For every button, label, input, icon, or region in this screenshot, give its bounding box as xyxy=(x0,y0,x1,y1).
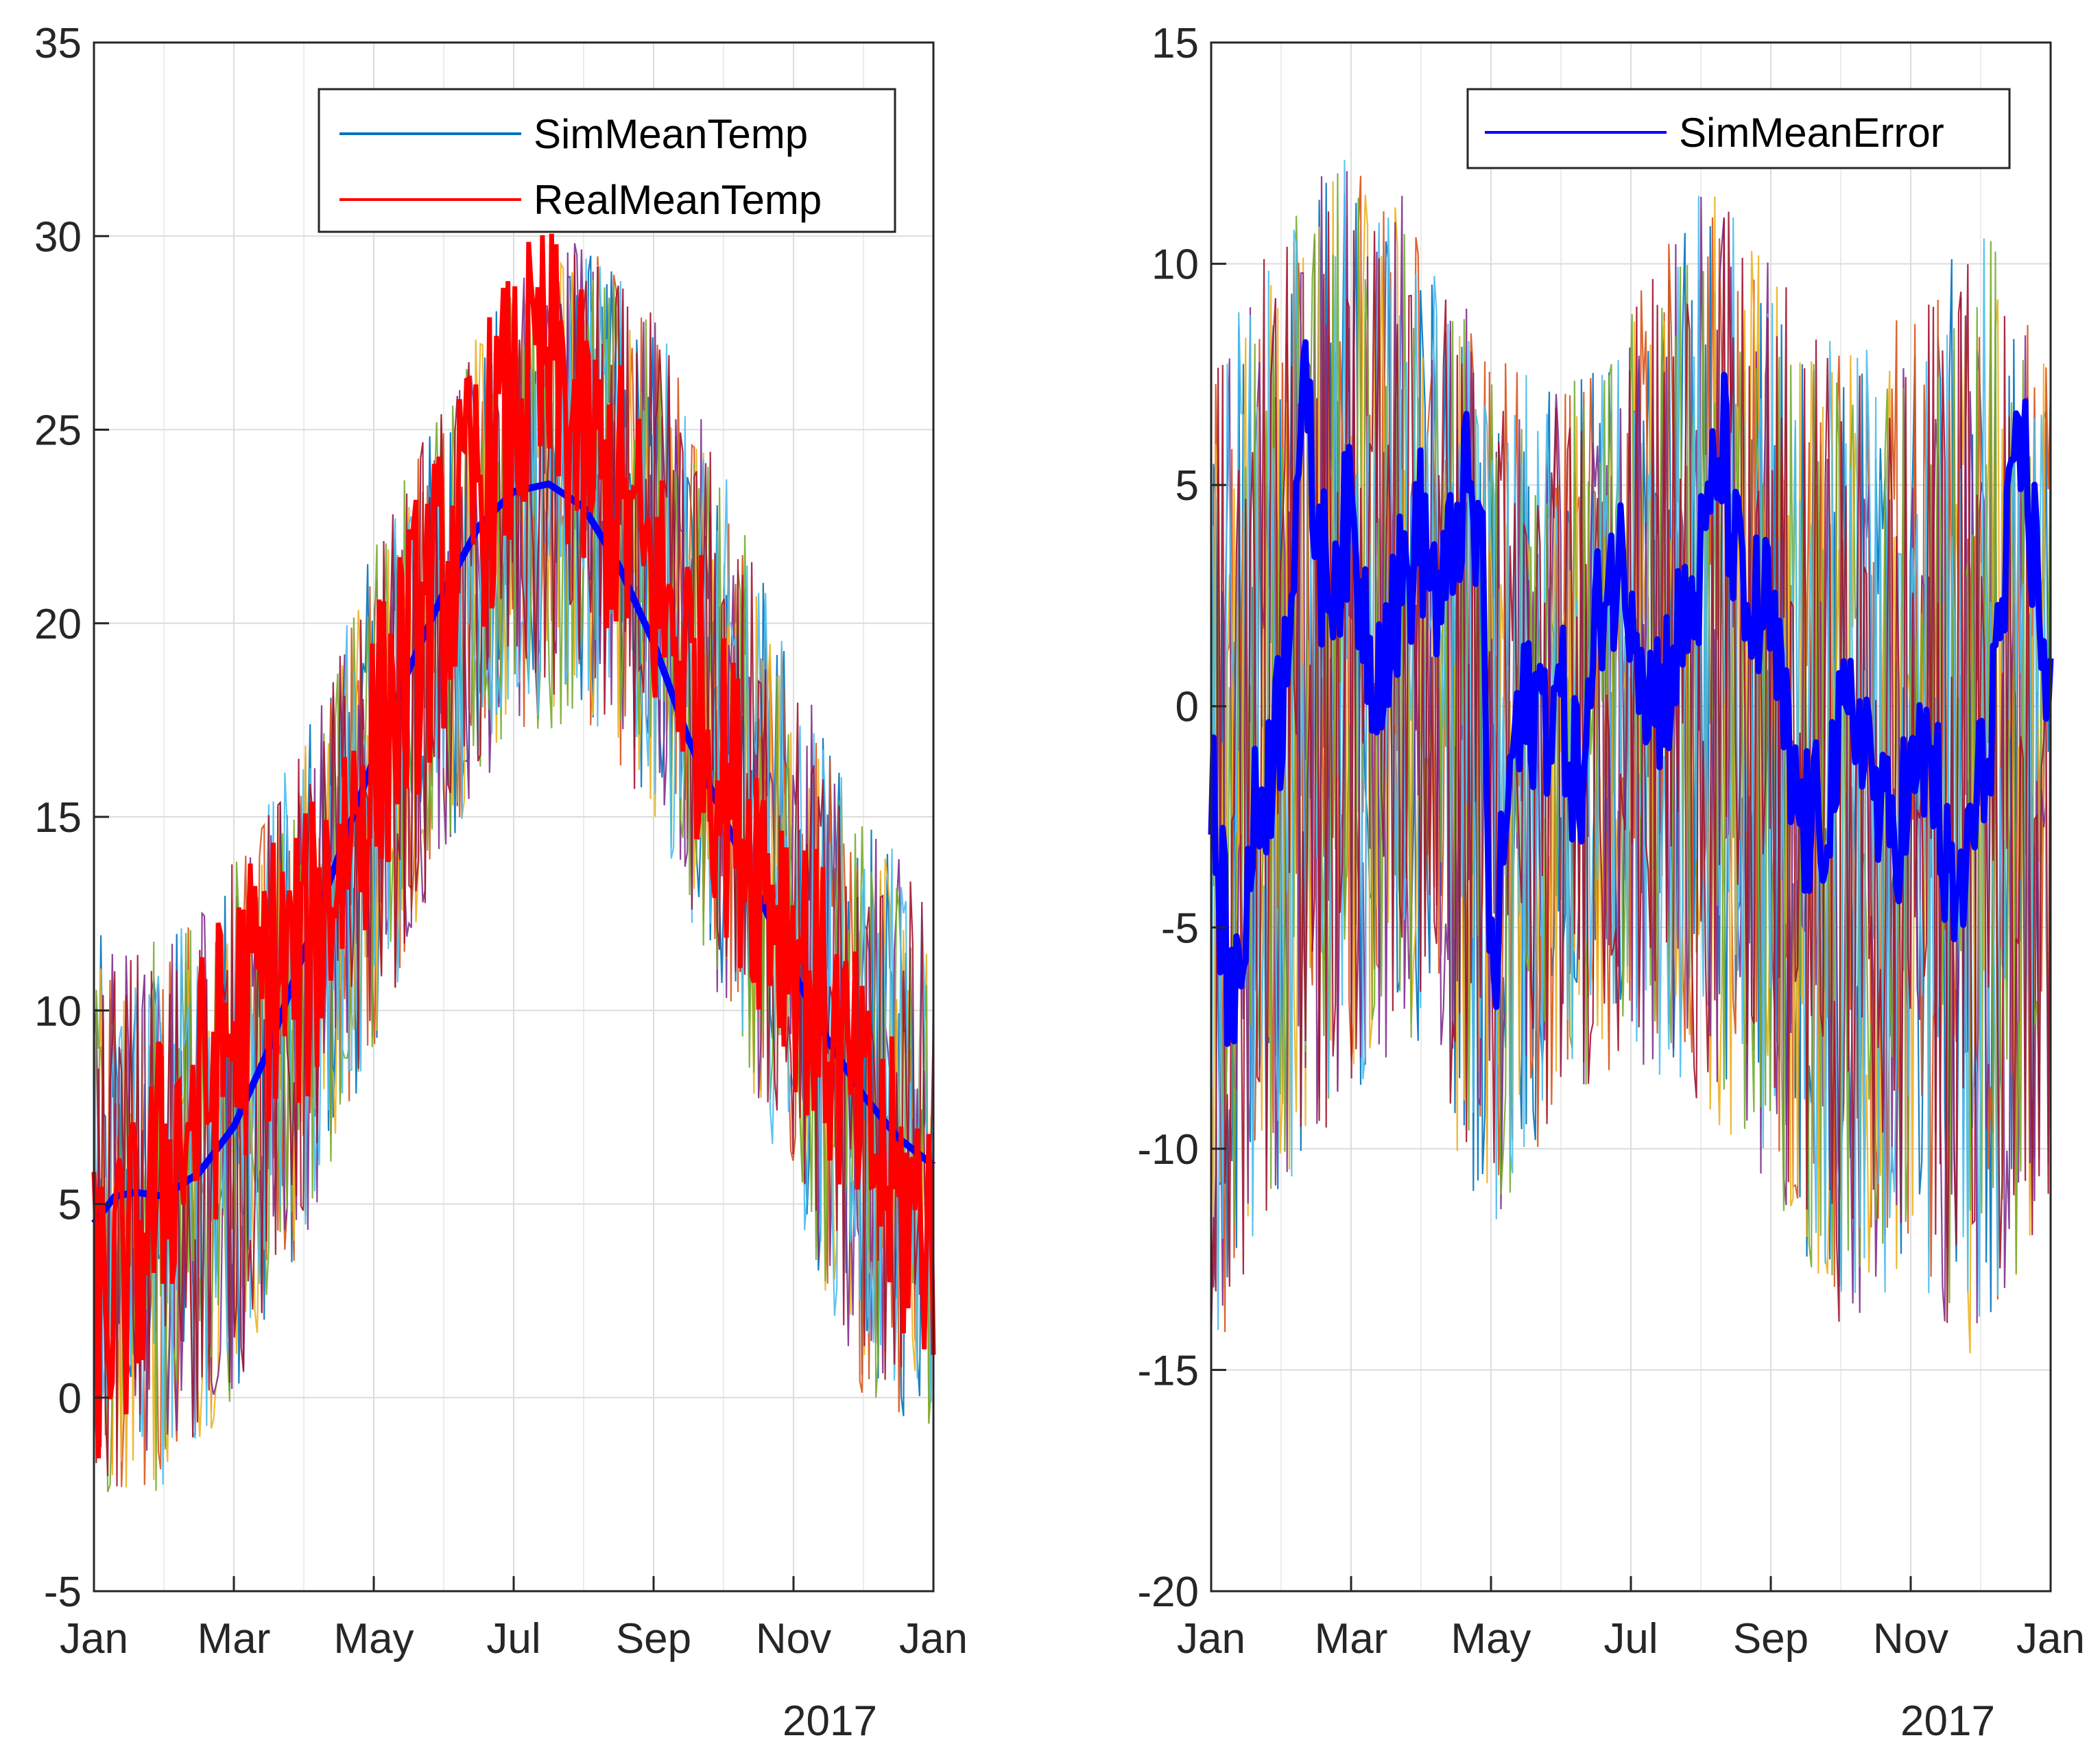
temperature-x-tick-label: Sep xyxy=(616,1615,691,1663)
error-x-tick-label: Jan xyxy=(2016,1615,2085,1663)
error-y-tick-label: 5 xyxy=(1176,462,1199,510)
temperature-y-tick-label: 30 xyxy=(34,213,82,261)
temperature-x-tick-label: May xyxy=(333,1615,414,1663)
temperature-year-label: 2017 xyxy=(783,1698,877,1745)
temperature-legend: SimMeanTemp RealMeanTemp xyxy=(318,88,896,233)
error-y-tick-label: 15 xyxy=(1152,20,1199,67)
temperature-y-tick-label: 15 xyxy=(34,794,82,842)
error-legend-box xyxy=(1466,88,2011,169)
temperature-x-tick-label: Jan xyxy=(899,1615,968,1663)
error-x-tick-label: Sep xyxy=(1733,1615,1809,1663)
error-y-tick-label: -10 xyxy=(1137,1126,1199,1174)
temperature-y-tick-label: 5 xyxy=(58,1182,82,1229)
temperature-x-tick-label: Mar xyxy=(198,1615,271,1663)
error-y-tick-label: 10 xyxy=(1152,241,1199,289)
error-x-tick-label: Jul xyxy=(1603,1615,1658,1663)
temperature-y-tick-label: 25 xyxy=(34,407,82,455)
error-y-tick-label: 0 xyxy=(1176,684,1199,731)
error-y-tick-label: -5 xyxy=(1161,905,1199,952)
error-plot xyxy=(1208,160,2054,1354)
legend-sim-mean-error-label: SimMeanError xyxy=(1679,110,1944,156)
error-legend: SimMeanError xyxy=(1466,88,2011,169)
error-y-tick-label: -20 xyxy=(1137,1569,1199,1616)
temperature-y-tick-label: 20 xyxy=(34,601,82,648)
temperature-y-tick-label: -5 xyxy=(44,1569,82,1616)
error-y-tick-label: -15 xyxy=(1137,1347,1199,1394)
temperature-plot xyxy=(91,233,936,1492)
temperature-real-mean-temp-line xyxy=(91,233,936,1459)
temperature-legend-box xyxy=(318,88,896,233)
temperature-x-tick-label: Jul xyxy=(486,1615,540,1663)
temperature-x-tick-label: Jan xyxy=(60,1615,128,1663)
temperature-y-tick-label: 10 xyxy=(34,988,82,1035)
error-x-tick-label: Mar xyxy=(1315,1615,1388,1663)
error-x-tick-label: May xyxy=(1451,1615,1531,1663)
temperature-y-tick-label: 0 xyxy=(58,1375,82,1422)
temperature-y-tick-label: 35 xyxy=(34,20,82,67)
legend-sim-mean-temp-label: SimMeanTemp xyxy=(534,111,808,157)
error-sim-mean-line xyxy=(1208,339,2054,1047)
legend-real-mean-temp-label: RealMeanTemp xyxy=(534,177,822,223)
error-x-tick-label: Nov xyxy=(1873,1615,1948,1663)
error-x-tick-label: Jan xyxy=(1177,1615,1245,1663)
temperature-x-tick-label: Nov xyxy=(756,1615,831,1663)
error-year-label: 2017 xyxy=(1900,1698,1995,1745)
